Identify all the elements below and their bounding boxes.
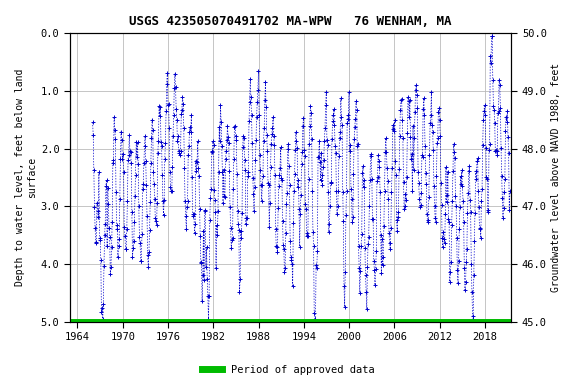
Y-axis label: Groundwater level above NAVD 1988, feet: Groundwater level above NAVD 1988, feet [551,63,561,292]
Title: USGS 423505070491702 MA-WPW   76 WENHAM, MA: USGS 423505070491702 MA-WPW 76 WENHAM, M… [130,15,452,28]
Y-axis label: Depth to water level, feet below land
surface: Depth to water level, feet below land su… [15,69,37,286]
Legend: Period of approved data: Period of approved data [198,361,378,379]
